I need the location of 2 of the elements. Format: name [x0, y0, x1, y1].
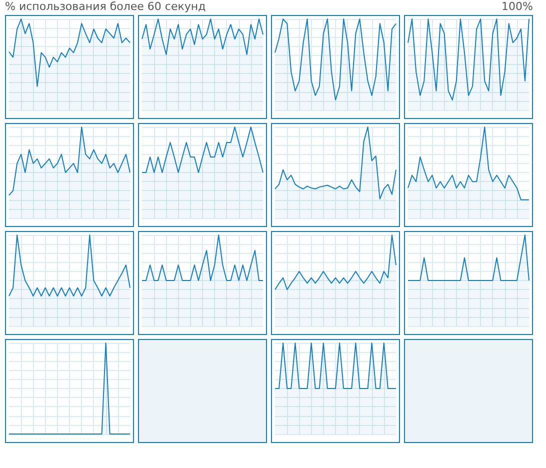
chart-title: % использования более 60 секунд: [5, 0, 206, 13]
text: 100%: [502, 0, 533, 13]
